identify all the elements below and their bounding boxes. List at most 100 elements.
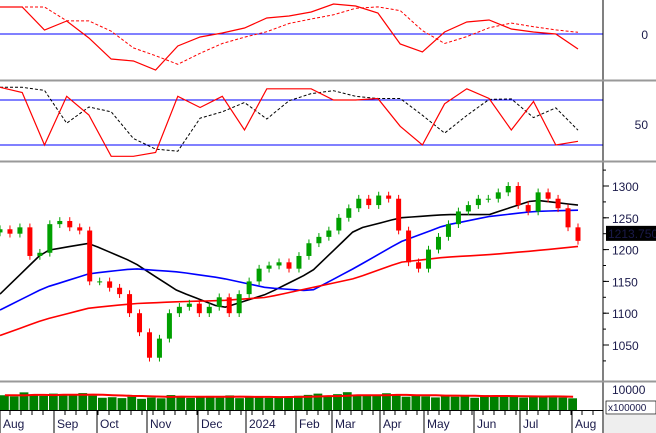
moving-average-line [0,245,579,337]
volume-bar [382,393,391,410]
volume-bar [29,394,39,410]
volume-bar [146,397,156,410]
candle-body [356,198,362,209]
stoch-k-line [0,86,579,157]
stoch-d-line [0,86,579,152]
candle-body [495,192,501,199]
month-label: Feb [299,417,320,431]
macd-zero-label: 0 [641,28,648,42]
candle-body [316,236,322,244]
volume-bar [421,396,431,410]
candle-body [77,227,83,231]
candle-body [236,294,242,314]
candle-body [475,198,481,206]
candle-body [525,205,531,212]
candle-body [575,227,581,241]
candle-body [256,268,262,282]
candle-body [485,198,491,200]
volume-ma-line [4,393,574,399]
volume-bar [107,397,117,410]
volume-bar [293,395,303,410]
candle-body [246,281,252,295]
candle-body [296,255,302,269]
volume-bar [519,397,529,410]
candle-body [455,211,461,225]
candle-body [336,217,342,231]
volume-bar [431,397,440,410]
volume-bar [88,395,97,410]
month-label: Mar [335,417,356,431]
volume-bar [470,397,480,410]
volume-bar [264,397,274,410]
volume-bar [254,397,264,410]
volume-bar [68,395,78,410]
moving-average-line [0,209,579,311]
candle-body [156,338,162,358]
volume-top-label: 10000 [612,383,646,397]
volume-bar [186,397,195,410]
candle-body [206,306,212,314]
candle-body [426,249,432,269]
candle-body [57,220,63,225]
candle-body [306,243,312,256]
candle-body [286,262,292,269]
x-axis: Aug Sep Oct Nov Dec 2024 Feb Mar Apr May Jun Jul Aug [0,411,596,433]
volume-bar [195,396,205,410]
candle-body [97,281,103,283]
volume-bar [440,395,450,410]
month-label: May [427,417,450,431]
candle-body [535,192,541,212]
candle-body [366,198,372,206]
candle-body [87,230,93,282]
volume-bar [480,395,489,410]
candle-body [346,208,352,218]
corner-box [604,415,656,433]
volume-bar [352,394,362,410]
candle-body [107,281,113,288]
candle-body [226,297,232,314]
volume-bar [127,396,137,410]
volume-bar [97,397,107,410]
volume-bar [509,396,519,410]
volume-bar [460,395,470,410]
macd-panel: 0 [0,3,648,71]
candle-body [7,229,13,234]
moving-average-line [0,199,579,309]
volume-bar [225,395,235,410]
volume-bar [0,395,9,410]
volume-bar [548,397,558,410]
volume-bar [19,392,29,410]
volume-bar [274,396,284,410]
month-label: Jun [477,417,496,431]
volume-bar [538,395,548,410]
candle-body [565,208,571,228]
candle-body [386,195,392,199]
volume-unit-label: x100000 [608,403,647,414]
volume-bar [205,395,215,410]
candle-body [127,294,133,314]
month-label: Sep [57,417,79,431]
candle-body [196,303,202,314]
month-label: Aug [575,417,596,431]
volume-bar [323,396,333,410]
candle-body [166,313,172,339]
volume-bar [9,396,19,410]
volume-bar [558,397,568,410]
macd-line [0,3,579,71]
candle-body [117,287,123,295]
volume-bar [215,397,225,410]
volume-bar [156,398,166,410]
candle-body [216,297,222,307]
month-label: Oct [100,417,119,431]
candle-body [137,313,143,333]
candle-body [176,306,182,314]
candle-body [406,230,412,263]
candle-body [276,262,282,266]
volume-bar [450,396,460,410]
month-label: Dec [201,417,222,431]
volume-bar [58,394,68,410]
volume-bar [313,393,323,410]
month-label: 2024 [249,417,276,431]
candle-body [515,186,521,206]
price-tick-label: 1250 [612,212,639,226]
